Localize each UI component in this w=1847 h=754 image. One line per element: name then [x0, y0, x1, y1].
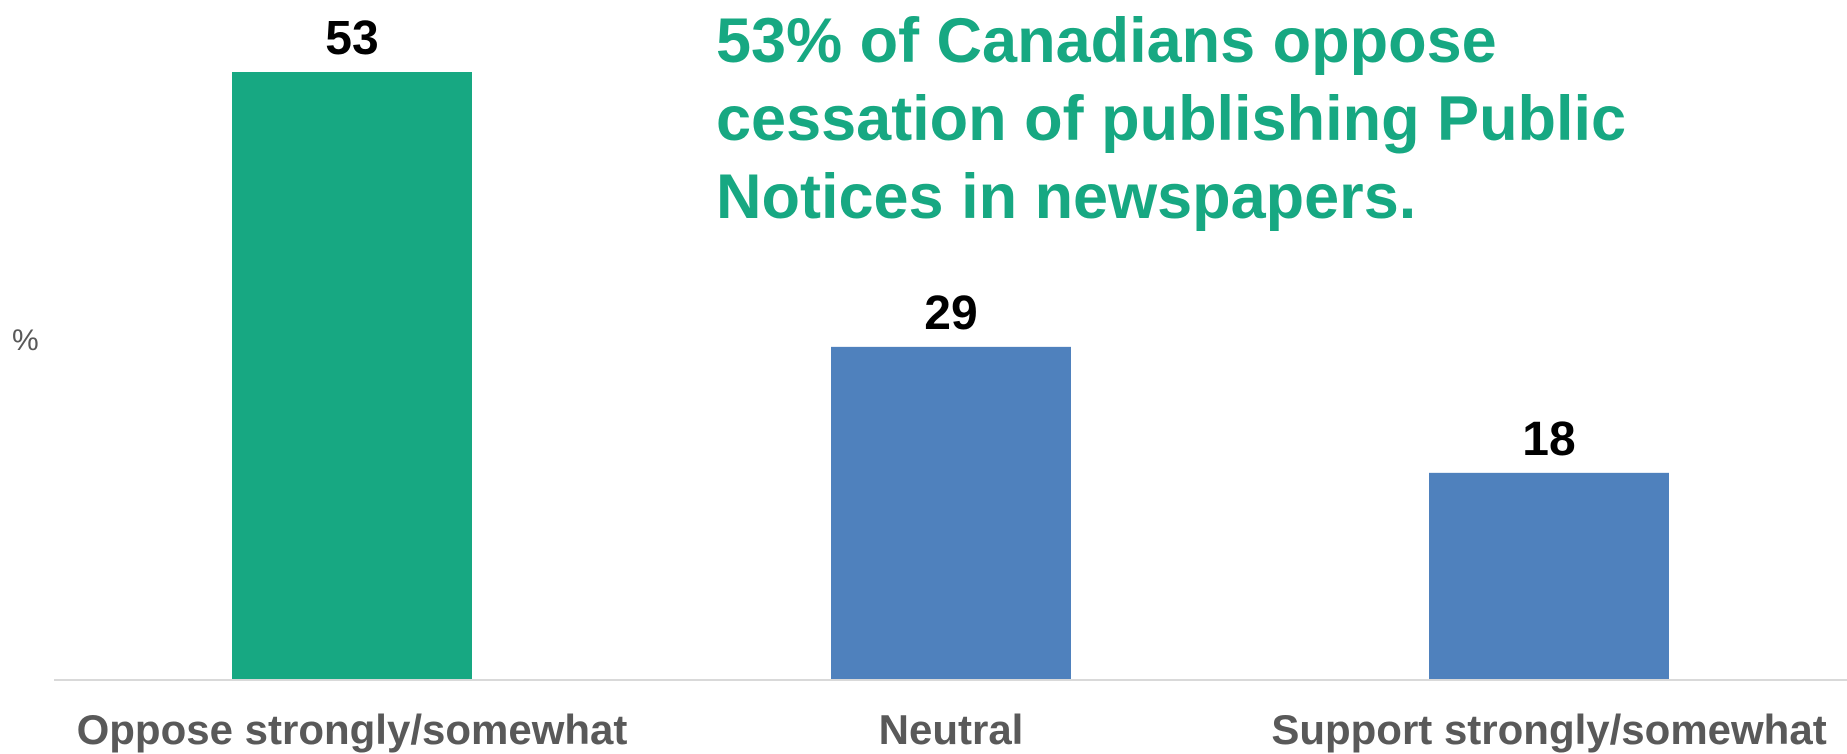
category-label-1: Neutral	[879, 706, 1024, 753]
bars-group	[232, 72, 1669, 679]
data-label-2: 18	[1522, 413, 1575, 466]
bar-0	[232, 72, 472, 679]
category-label-0: Oppose strongly/somewhat	[77, 706, 628, 753]
bar-1	[831, 346, 1071, 679]
category-labels-group: Oppose strongly/somewhat Neutral Support s…	[77, 706, 1827, 753]
data-labels-group: 53 29 18	[325, 12, 1575, 466]
data-label-0: 53	[325, 12, 378, 65]
category-label-2: Support strongly/somewhat	[1271, 706, 1826, 753]
y-axis-label: %	[12, 324, 39, 357]
bar-2	[1429, 472, 1669, 679]
chart-annotation: 53% of Canadians oppose cessation of pub…	[716, 6, 1627, 232]
data-label-1: 29	[924, 287, 977, 340]
